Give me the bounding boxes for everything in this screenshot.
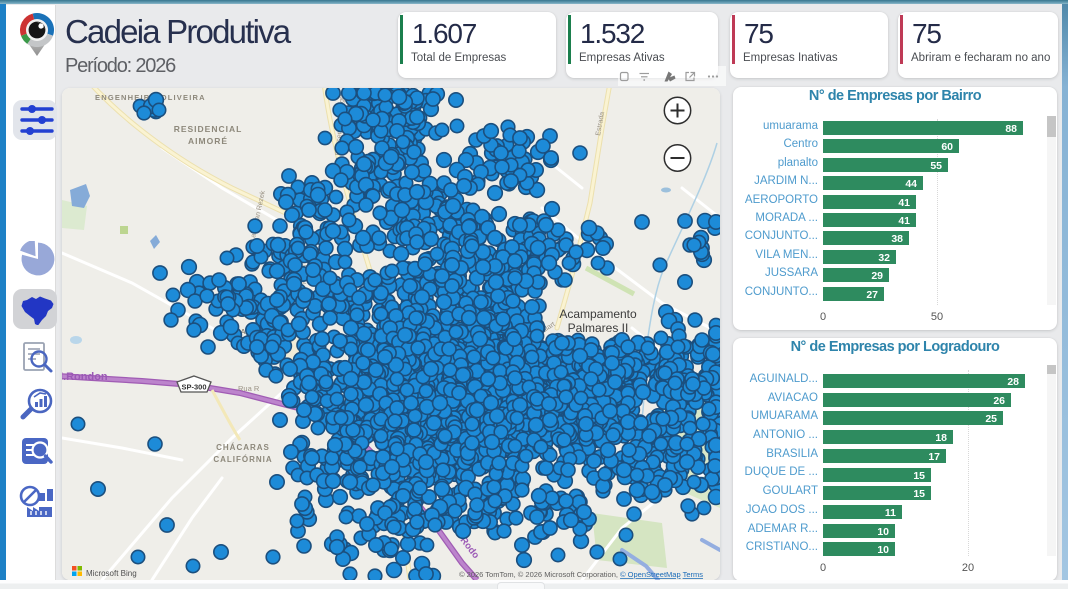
svg-text:CHÁCARAS: CHÁCARAS bbox=[216, 443, 270, 452]
svg-text:Palmares II: Palmares II bbox=[568, 321, 629, 335]
svg-text:Microsoft Bing: Microsoft Bing bbox=[86, 569, 137, 578]
svg-text:AIMORÉ: AIMORÉ bbox=[188, 136, 228, 146]
svg-text:Estrada: Estrada bbox=[595, 111, 606, 136]
svg-text:Rua R: Rua R bbox=[238, 384, 260, 393]
svg-text:CALIFÓRNIA: CALIFÓRNIA bbox=[213, 455, 272, 464]
svg-text:RESIDENCIAL: RESIDENCIAL bbox=[174, 124, 243, 134]
svg-text:© 2026 TomTom, © 2026 Microsof: © 2026 TomTom, © 2026 Microsoft Corporat… bbox=[459, 570, 703, 579]
svg-text:Acampamento: Acampamento bbox=[559, 307, 637, 321]
svg-text:l.Rondon: l.Rondon bbox=[62, 371, 108, 383]
svg-text:SP-300: SP-300 bbox=[181, 383, 206, 392]
